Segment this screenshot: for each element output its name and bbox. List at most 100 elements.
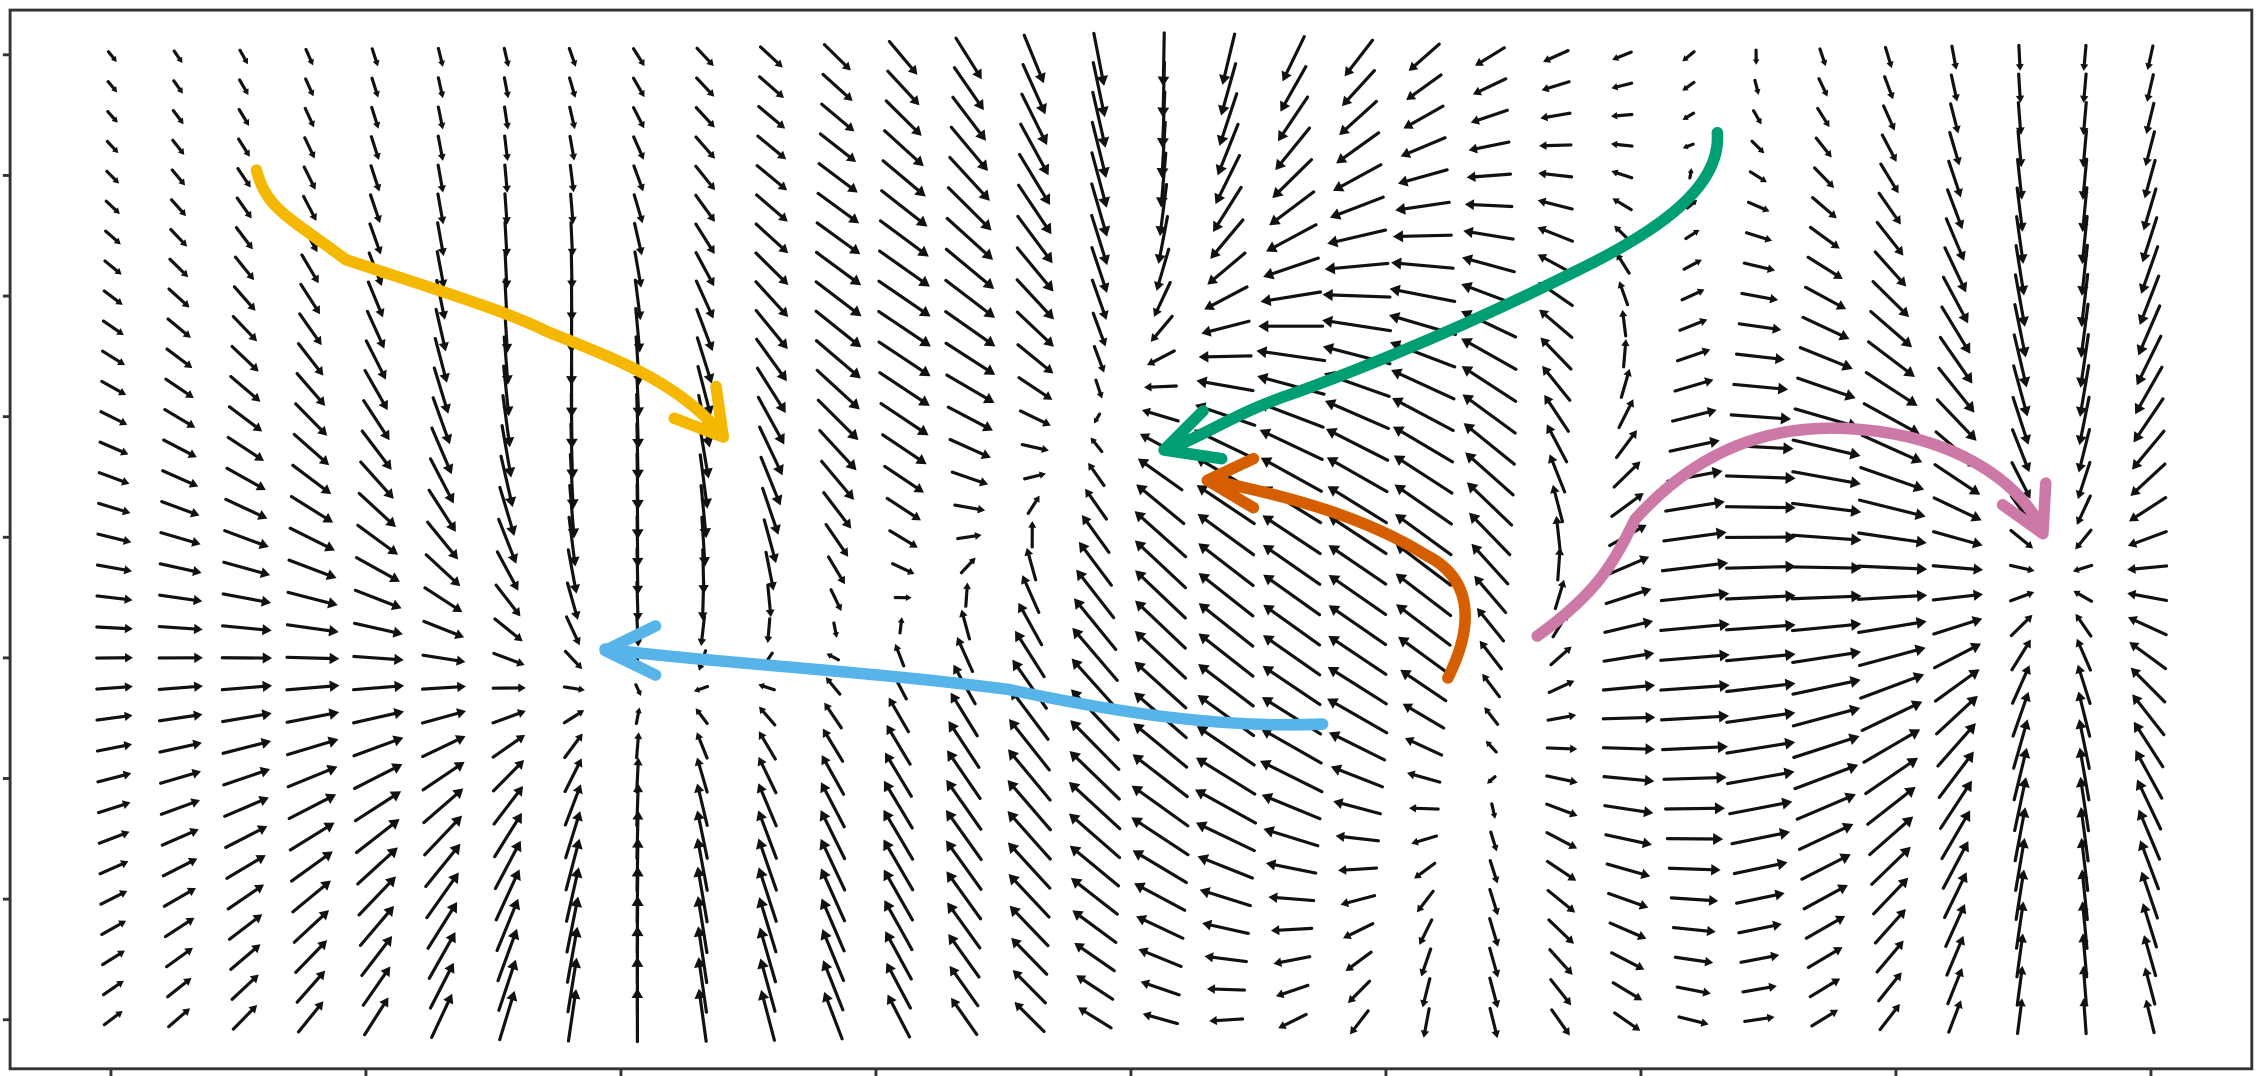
quiver-shaft: [1946, 973, 1961, 1006]
quiver-shaft: [1488, 887, 1498, 911]
quiver-shaft: [816, 191, 854, 220]
quiver-shaft: [701, 548, 706, 587]
quiver-shaft: [167, 287, 187, 305]
quiver-shaft: [2080, 785, 2091, 833]
quiver-shaft: [952, 940, 981, 979]
plot-frame: [8, 8, 2254, 1071]
quiver-head: [2075, 638, 2085, 648]
quiver-head: [1485, 740, 1493, 748]
quiver-head: [1461, 338, 1473, 349]
quiver-head: [631, 866, 644, 877]
quiver-head: [767, 581, 777, 591]
quiver-shaft: [356, 523, 393, 551]
quiver-shaft: [1205, 858, 1254, 880]
quiver-shaft: [434, 307, 446, 345]
quiver-head: [1076, 975, 1087, 985]
quiver-shaft: [287, 797, 330, 821]
quiver-head: [1711, 466, 1723, 479]
quiver-shaft: [1075, 725, 1121, 772]
quiver-shaft: [1017, 376, 1048, 397]
quiver-head: [918, 275, 930, 287]
quiver-head: [2131, 458, 2143, 470]
quiver-shaft: [1342, 131, 1381, 160]
quiver-shaft: [162, 438, 192, 456]
quiver-head: [309, 212, 317, 221]
quiver-shaft: [1083, 1010, 1113, 1030]
quiver-shaft: [1333, 261, 1390, 270]
quiver-shaft: [823, 906, 846, 953]
quiver-head: [1631, 1022, 1641, 1031]
quiver-head: [1777, 382, 1789, 395]
quiver-head: [1338, 865, 1347, 875]
quiver-head: [636, 215, 645, 224]
quiver-shaft: [825, 733, 845, 763]
quiver-head: [1785, 560, 1796, 573]
quiver-shaft: [2146, 101, 2156, 129]
quiver-shaft: [1348, 38, 1375, 71]
quiver-head: [1784, 708, 1796, 721]
quiver-head: [1327, 486, 1340, 497]
quiver-shaft: [1857, 648, 1918, 668]
quiver-head: [845, 459, 857, 471]
quiver-head: [325, 569, 337, 581]
quiver-head: [518, 683, 526, 693]
quiver-head: [909, 95, 920, 106]
quiver-head: [1462, 394, 1475, 406]
quiver-head: [388, 819, 400, 830]
quiver-shaft: [567, 76, 576, 94]
quiver-head: [1702, 987, 1711, 997]
quiver-head: [1281, 70, 1292, 82]
quiver-shaft: [1935, 398, 1972, 436]
quiver-shaft: [1791, 470, 1853, 484]
quiver-head: [2021, 665, 2031, 676]
quiver-head: [693, 810, 705, 821]
quiver-shaft: [1267, 763, 1324, 794]
quiver-head: [177, 117, 184, 125]
quiver-shaft: [97, 803, 125, 815]
quiver-head: [697, 638, 707, 647]
quiver-head: [1958, 312, 1969, 324]
quiver-head: [1197, 694, 1210, 706]
quiver-shaft: [891, 562, 911, 573]
quiver-head: [1007, 842, 1020, 854]
quiver-shaft: [884, 99, 917, 131]
quiver-head: [1341, 95, 1353, 107]
quiver-shaft: [1399, 261, 1455, 270]
quiver-shaft: [1215, 1017, 1245, 1023]
quiver-head: [1888, 122, 1896, 131]
quiver-shaft: [1472, 487, 1514, 527]
quiver-head: [1953, 1000, 1963, 1009]
quiver-shaft: [1269, 639, 1322, 677]
quiver-shaft: [828, 680, 842, 696]
quiver-head: [571, 838, 583, 850]
quiver-shaft: [1273, 863, 1318, 875]
quiver-head: [1565, 935, 1574, 944]
quiver-head: [704, 341, 715, 352]
quiver-shaft: [761, 709, 777, 727]
quiver-head: [508, 898, 521, 911]
quiver-head: [2141, 935, 2152, 945]
quiver-head: [1953, 188, 1963, 198]
quiver-head: [445, 932, 456, 944]
quiver-shaft: [1545, 802, 1573, 815]
quiver-head: [1754, 88, 1761, 95]
quiver-shaft: [502, 364, 510, 409]
quiver-shaft: [1793, 407, 1851, 426]
quiver-shaft: [1546, 714, 1571, 722]
quiver-head: [1069, 750, 1081, 763]
quiver-head: [503, 60, 511, 68]
quiver-shaft: [1946, 188, 1962, 223]
quiver-head: [1699, 318, 1708, 327]
quiver-head: [1268, 892, 1278, 904]
quiver-shaft: [756, 395, 782, 438]
quiver-shaft: [1352, 1009, 1370, 1031]
quiver-head: [506, 990, 518, 1002]
quiver-head: [1328, 635, 1341, 647]
quiver-shaft: [423, 586, 457, 609]
quiver-shaft: [230, 344, 255, 368]
quiver-shaft: [1545, 746, 1572, 751]
quiver-head: [693, 926, 706, 938]
quiver-head: [1196, 726, 1209, 737]
quiver-shaft: [631, 47, 643, 63]
quiver-head: [2140, 903, 2151, 914]
